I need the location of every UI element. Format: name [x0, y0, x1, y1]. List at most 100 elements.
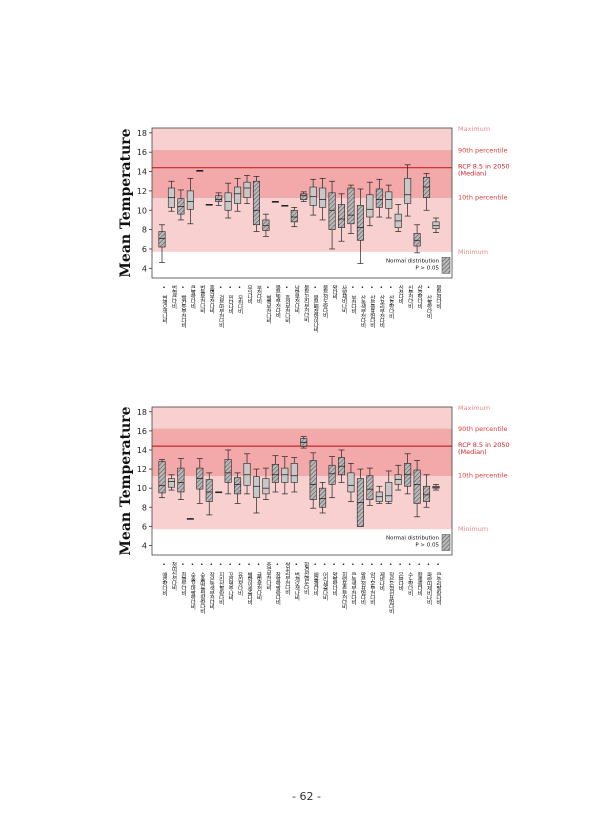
box-plot-item	[186, 518, 194, 520]
category-label: • 어리세줄나비	[322, 562, 329, 602]
plot-frame	[151, 127, 453, 279]
box-plot-item	[319, 177, 327, 221]
box-plot-item	[356, 188, 364, 264]
box-body	[423, 177, 431, 198]
box-plot-item	[319, 482, 327, 514]
legend-swatch	[441, 257, 451, 274]
category-label: • 유리창나비	[237, 562, 244, 597]
box-plot-item	[404, 453, 412, 495]
category-label: 부전나비	[255, 285, 262, 306]
box-plot-item	[300, 191, 308, 202]
box-plot-item	[328, 180, 336, 250]
box-plot-item	[347, 184, 355, 234]
box-plot-item	[243, 175, 251, 204]
box-plot-item	[290, 457, 298, 493]
category-label: • 산녹색부전나비	[359, 285, 366, 330]
box-body	[224, 459, 232, 483]
y-tick-label: 4	[142, 541, 147, 550]
category-label: • 참알락팔랑나비	[274, 562, 281, 607]
category-label: • 애물결나비	[312, 562, 319, 597]
box-plot-item	[252, 468, 260, 514]
box-plot-item	[423, 474, 431, 508]
category-label: 함경산뱀눈나비	[303, 561, 310, 597]
category-label: • 꼬리명주나비	[227, 562, 234, 602]
box-body	[356, 205, 364, 241]
box-plot-item	[394, 464, 402, 491]
box-plot-item	[196, 458, 204, 504]
category-label: • 부전나비	[350, 285, 357, 316]
box-body	[385, 482, 393, 502]
box-plot-item	[309, 452, 317, 509]
median-label: RCP 8.5 in 2050	[458, 441, 510, 449]
median-label: RCP 8.5 in 2050	[458, 163, 510, 171]
category-label: • 빨간등부전나비	[180, 285, 187, 330]
p10-label: 10th percentile	[458, 194, 508, 202]
box-body	[186, 190, 194, 210]
category-label: • 무쥐나비	[237, 285, 244, 316]
box-plot-item	[366, 467, 374, 506]
maximum-label: Maximum	[458, 125, 490, 133]
box-plot-item	[338, 449, 346, 483]
box-plot-item	[234, 177, 242, 212]
minimum-label: Minimum	[458, 525, 488, 533]
category-label: • 암고운부전나비	[369, 562, 376, 607]
box-plot-item	[347, 462, 355, 502]
box-body	[290, 209, 298, 223]
minimum-label: Minimum	[458, 248, 488, 256]
box-body	[338, 204, 346, 228]
category-label: 큰팔랑나비	[189, 285, 196, 310]
y-axis-label: Mean Temperature	[118, 406, 134, 555]
y-tick-label: 16	[137, 427, 147, 436]
box-plot-item	[252, 176, 260, 232]
median-sub-label: (Median)	[458, 448, 487, 456]
category-label: 붉은꼬리부전나비	[303, 285, 310, 324]
box-body	[385, 191, 393, 209]
box-plot-item	[262, 213, 270, 237]
category-label: • 애호랑나비	[161, 562, 168, 597]
p90-label: 90th percentile	[458, 425, 508, 433]
category-label: • 별백부전나비	[265, 285, 272, 325]
category-label: • 수노랑나비	[407, 562, 414, 597]
category-label: • 작은은점선표범나비	[388, 562, 395, 616]
maximum-label: Maximum	[458, 404, 490, 412]
box-body	[215, 195, 223, 202]
legend-label: Normal distribution	[386, 258, 440, 264]
box-plot-item	[375, 178, 383, 218]
box-body	[243, 463, 251, 486]
category-label: 중국부전나비	[265, 562, 272, 592]
box-plot-item	[432, 483, 440, 491]
y-tick-label: 8	[142, 503, 147, 512]
box-body	[234, 477, 242, 495]
category-label: • 왕팔랑나비	[331, 562, 338, 597]
category-label: • 검은마부전나비	[218, 285, 225, 330]
box-body	[347, 187, 355, 225]
box-plot-item	[215, 192, 223, 206]
box-body	[309, 460, 317, 500]
legend-swatch	[441, 534, 451, 551]
box-body	[271, 463, 279, 483]
category-label: • 큰녹색부전나비	[350, 562, 357, 607]
category-label: 붉은점노랑나비	[322, 285, 329, 320]
category-label: • 번개오색나비	[293, 562, 300, 602]
y-tick-label: 16	[137, 148, 147, 157]
category-label: • 산꼬리부전나비	[378, 285, 385, 330]
box-plot-item	[262, 467, 270, 500]
box-body	[375, 188, 383, 208]
y-tick-label: 12	[137, 187, 147, 196]
box-plot-item	[196, 170, 204, 172]
p90-label: 90th percentile	[458, 146, 508, 154]
category-label: • 붉은배점박이나비	[312, 285, 319, 334]
box-body	[413, 233, 421, 247]
box-plot-item	[271, 201, 279, 203]
box-body	[300, 193, 308, 200]
box-plot-item	[158, 459, 166, 499]
category-label: • 작은녹색부전나비	[208, 562, 215, 611]
y-tick-label: 10	[137, 484, 147, 493]
box-plot-item	[224, 449, 232, 495]
box-plot-item	[290, 207, 298, 228]
box-plot-item	[328, 456, 336, 499]
box-body	[366, 475, 374, 500]
box-body	[243, 181, 251, 198]
box-plot-item	[394, 204, 402, 232]
category-label: • 왕은점표범나비	[359, 562, 366, 607]
